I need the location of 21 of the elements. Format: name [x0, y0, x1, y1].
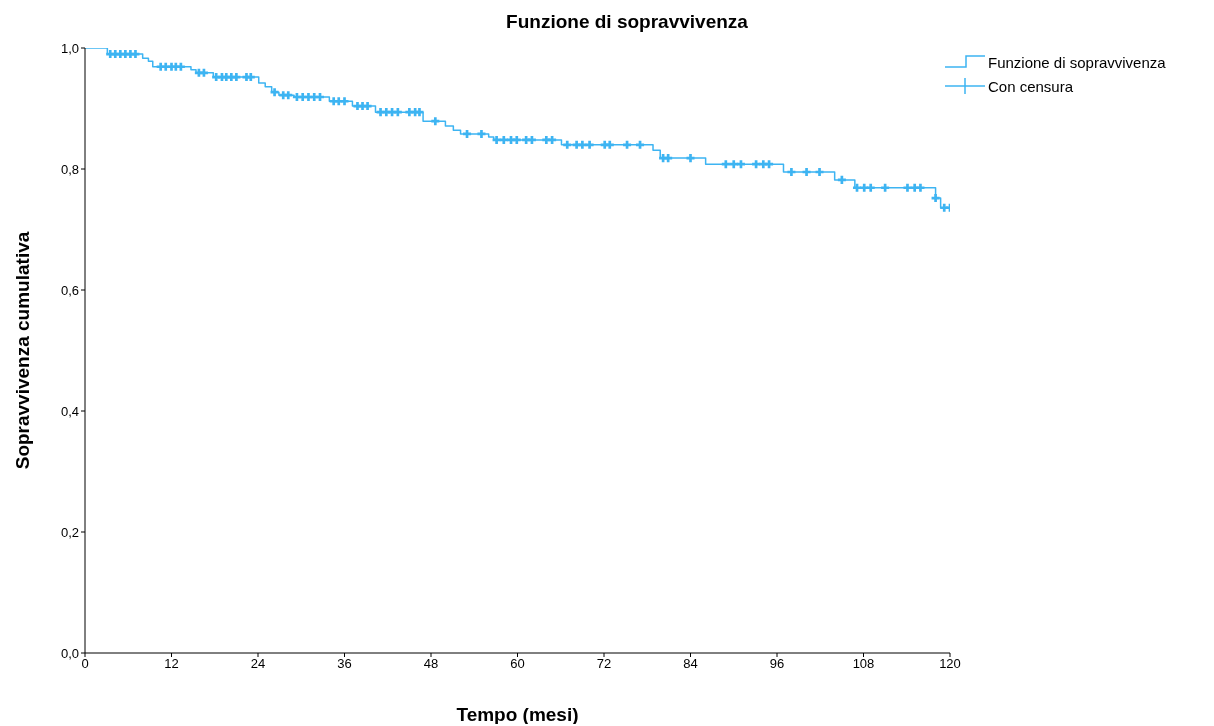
y-tick-label: 1,0: [60, 40, 79, 56]
x-tick-label: 24: [250, 656, 266, 672]
x-tick-label: 0: [81, 656, 89, 672]
x-tick-label: 72: [596, 656, 612, 672]
x-tick-label: 120: [939, 656, 961, 672]
x-tick-label: 108: [852, 656, 875, 672]
legend-label: Con censura: [988, 77, 1074, 95]
x-tick-label: 12: [164, 656, 179, 672]
chart-title: Funzione di sopravvivenza: [505, 10, 749, 34]
x-tick-label: 84: [683, 656, 698, 672]
y-tick-label: 0,8: [60, 161, 79, 177]
y-tick-label: 0,0: [60, 645, 79, 661]
y-axis-title: Sopravvivenza cumulativa: [11, 231, 33, 470]
y-tick-label: 0,4: [60, 403, 79, 419]
x-tick-label: 60: [510, 656, 525, 672]
x-tick-label: 48: [423, 656, 439, 672]
x-tick-label: 96: [769, 656, 785, 672]
y-tick-label: 0,6: [60, 282, 79, 298]
y-tick-label: 0,2: [60, 524, 79, 540]
x-tick-label: 36: [337, 656, 352, 672]
legend-label: Funzione di sopravvivenza: [988, 53, 1166, 71]
